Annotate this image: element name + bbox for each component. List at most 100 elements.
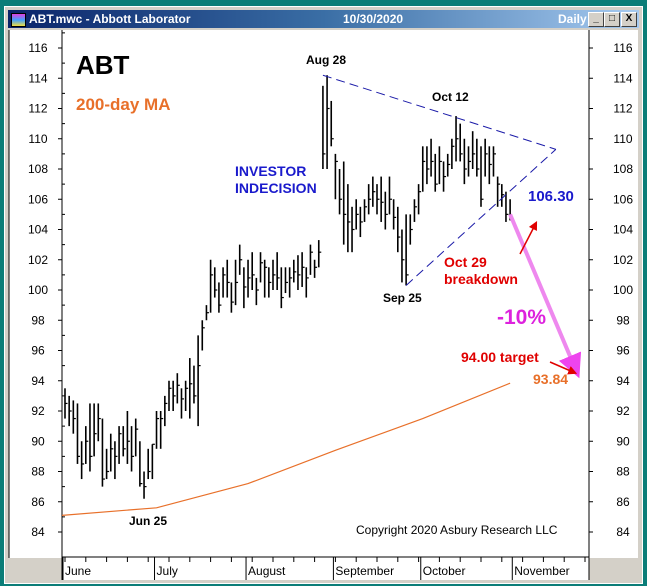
price-bar: [334, 153, 338, 200]
y-tick-label-right: 88: [616, 465, 630, 479]
y-tick-label-left: 112: [28, 102, 47, 116]
y-tick-label-left: 88: [31, 465, 45, 479]
period-label: Daily: [558, 12, 587, 26]
price-bar: [209, 259, 214, 313]
price-bar: [218, 282, 222, 313]
price-bar: [80, 441, 85, 480]
label-level: 106.30: [528, 188, 574, 205]
label-pct: -10%: [497, 306, 546, 329]
price-bar: [500, 184, 505, 207]
price-bar: [413, 199, 417, 222]
y-tick-label-right: 94: [616, 374, 630, 388]
label-target: 94.00 target: [461, 349, 539, 365]
price-bar: [322, 85, 326, 169]
projection-arrow: [508, 213, 582, 379]
y-tick-label-left: 110: [28, 132, 47, 146]
price-bar: [272, 259, 276, 290]
y-tick-label-left: 100: [28, 283, 48, 297]
price-bar: [330, 100, 334, 147]
price-bar: [434, 153, 438, 192]
price-bar: [471, 131, 476, 169]
y-tick-label-right: 104: [613, 223, 633, 237]
price-bar: [155, 411, 160, 449]
price-bar: [438, 146, 442, 185]
price-bar: [430, 138, 434, 177]
label-ma-value: 93.84: [533, 371, 568, 387]
price-bar: [226, 259, 230, 298]
price-bar: [355, 199, 359, 230]
y-tick-label-left: 116: [28, 41, 47, 55]
price-bar: [426, 146, 430, 185]
month-label: November: [514, 564, 569, 578]
price-bar: [305, 267, 309, 298]
price-bar: [347, 184, 351, 253]
month-label: July: [157, 564, 178, 578]
price-bar: [480, 146, 484, 207]
y-tick-label-left: 96: [31, 344, 45, 358]
price-bar: [139, 441, 143, 487]
title-bar[interactable]: ABT.mwc - Abbott Laborator 10/30/2020 Da…: [8, 10, 639, 28]
price-bar: [151, 443, 155, 480]
price-bar: [85, 426, 89, 464]
price-bar: [496, 176, 501, 207]
x-axis-area: [62, 558, 589, 580]
price-bar: [234, 259, 239, 306]
price-bar: [255, 277, 259, 306]
price-bar: [492, 146, 496, 177]
price-bar: [317, 240, 322, 268]
label-indecision: INDECISION: [235, 180, 317, 196]
price-bar: [505, 191, 509, 222]
label-breakdown: breakdown: [444, 271, 518, 287]
month-label: August: [248, 564, 286, 578]
ma-200-line: [61, 382, 511, 516]
price-bar: [372, 176, 376, 207]
price-bar: [326, 75, 330, 169]
price-bar: [105, 448, 110, 480]
y-tick-label-left: 94: [31, 374, 45, 388]
price-bar: [93, 403, 97, 457]
price-bar: [126, 411, 130, 464]
upper-trendline: [322, 74, 557, 150]
price-bar: [421, 146, 426, 192]
price-bar: [193, 365, 197, 404]
y-tick-label-right: 108: [613, 162, 633, 176]
y-tick-label-right: 114: [613, 71, 632, 85]
price-bar: [342, 161, 347, 245]
breakdown-arrow: [519, 221, 538, 255]
y-tick-label-left: 92: [31, 404, 45, 418]
label-aug28: Aug 28: [306, 53, 346, 67]
minimize-button[interactable]: _: [588, 12, 604, 27]
y-tick-label-left: 108: [28, 162, 48, 176]
price-bar: [292, 259, 297, 283]
price-bar: [176, 373, 180, 404]
price-bar: [268, 267, 272, 298]
price-bar: [97, 403, 101, 442]
price-bar: [222, 267, 226, 298]
label-investor: INVESTOR: [235, 163, 306, 179]
close-button[interactable]: X: [621, 12, 637, 27]
y-tick-label-right: 96: [616, 344, 630, 358]
price-bar: [72, 400, 76, 434]
price-bar: [338, 169, 343, 215]
ma-legend: 200-day MA: [76, 95, 170, 114]
y-tick-label-left: 104: [28, 223, 48, 237]
maximize-button[interactable]: □: [604, 12, 620, 27]
y-tick-label-left: 84: [31, 525, 45, 539]
price-bar: [168, 380, 172, 411]
price-bar: [280, 267, 284, 309]
price-bar: [405, 214, 409, 286]
price-bar: [101, 418, 105, 487]
price-bar: [392, 199, 397, 230]
price-bar: [463, 138, 467, 185]
price-bar: [455, 116, 459, 162]
price-bar: [184, 380, 189, 411]
price-bar: [388, 176, 392, 215]
price-bar: [180, 388, 184, 419]
y-tick-label-right: 102: [613, 253, 633, 267]
y-tick-label-left: 98: [31, 313, 45, 327]
price-bar: [118, 426, 122, 464]
price-bar: [201, 320, 205, 351]
price-bar: [309, 244, 313, 275]
price-bar: [396, 206, 401, 253]
